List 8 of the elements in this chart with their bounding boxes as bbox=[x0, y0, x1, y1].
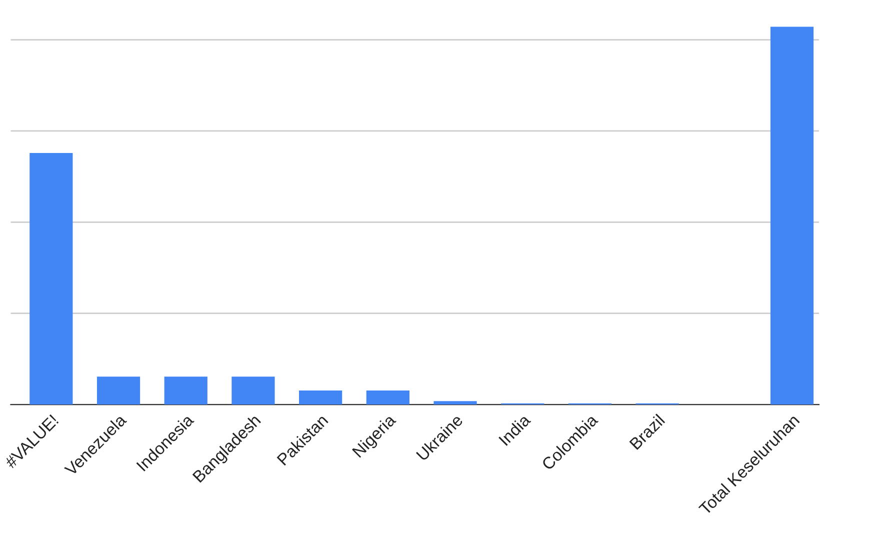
bar bbox=[232, 376, 275, 405]
bar bbox=[434, 401, 477, 405]
bar bbox=[164, 376, 208, 405]
bar bbox=[770, 26, 814, 405]
bar bbox=[299, 390, 342, 405]
bar bbox=[30, 152, 73, 405]
bar bbox=[366, 390, 410, 405]
bar bbox=[96, 376, 140, 405]
